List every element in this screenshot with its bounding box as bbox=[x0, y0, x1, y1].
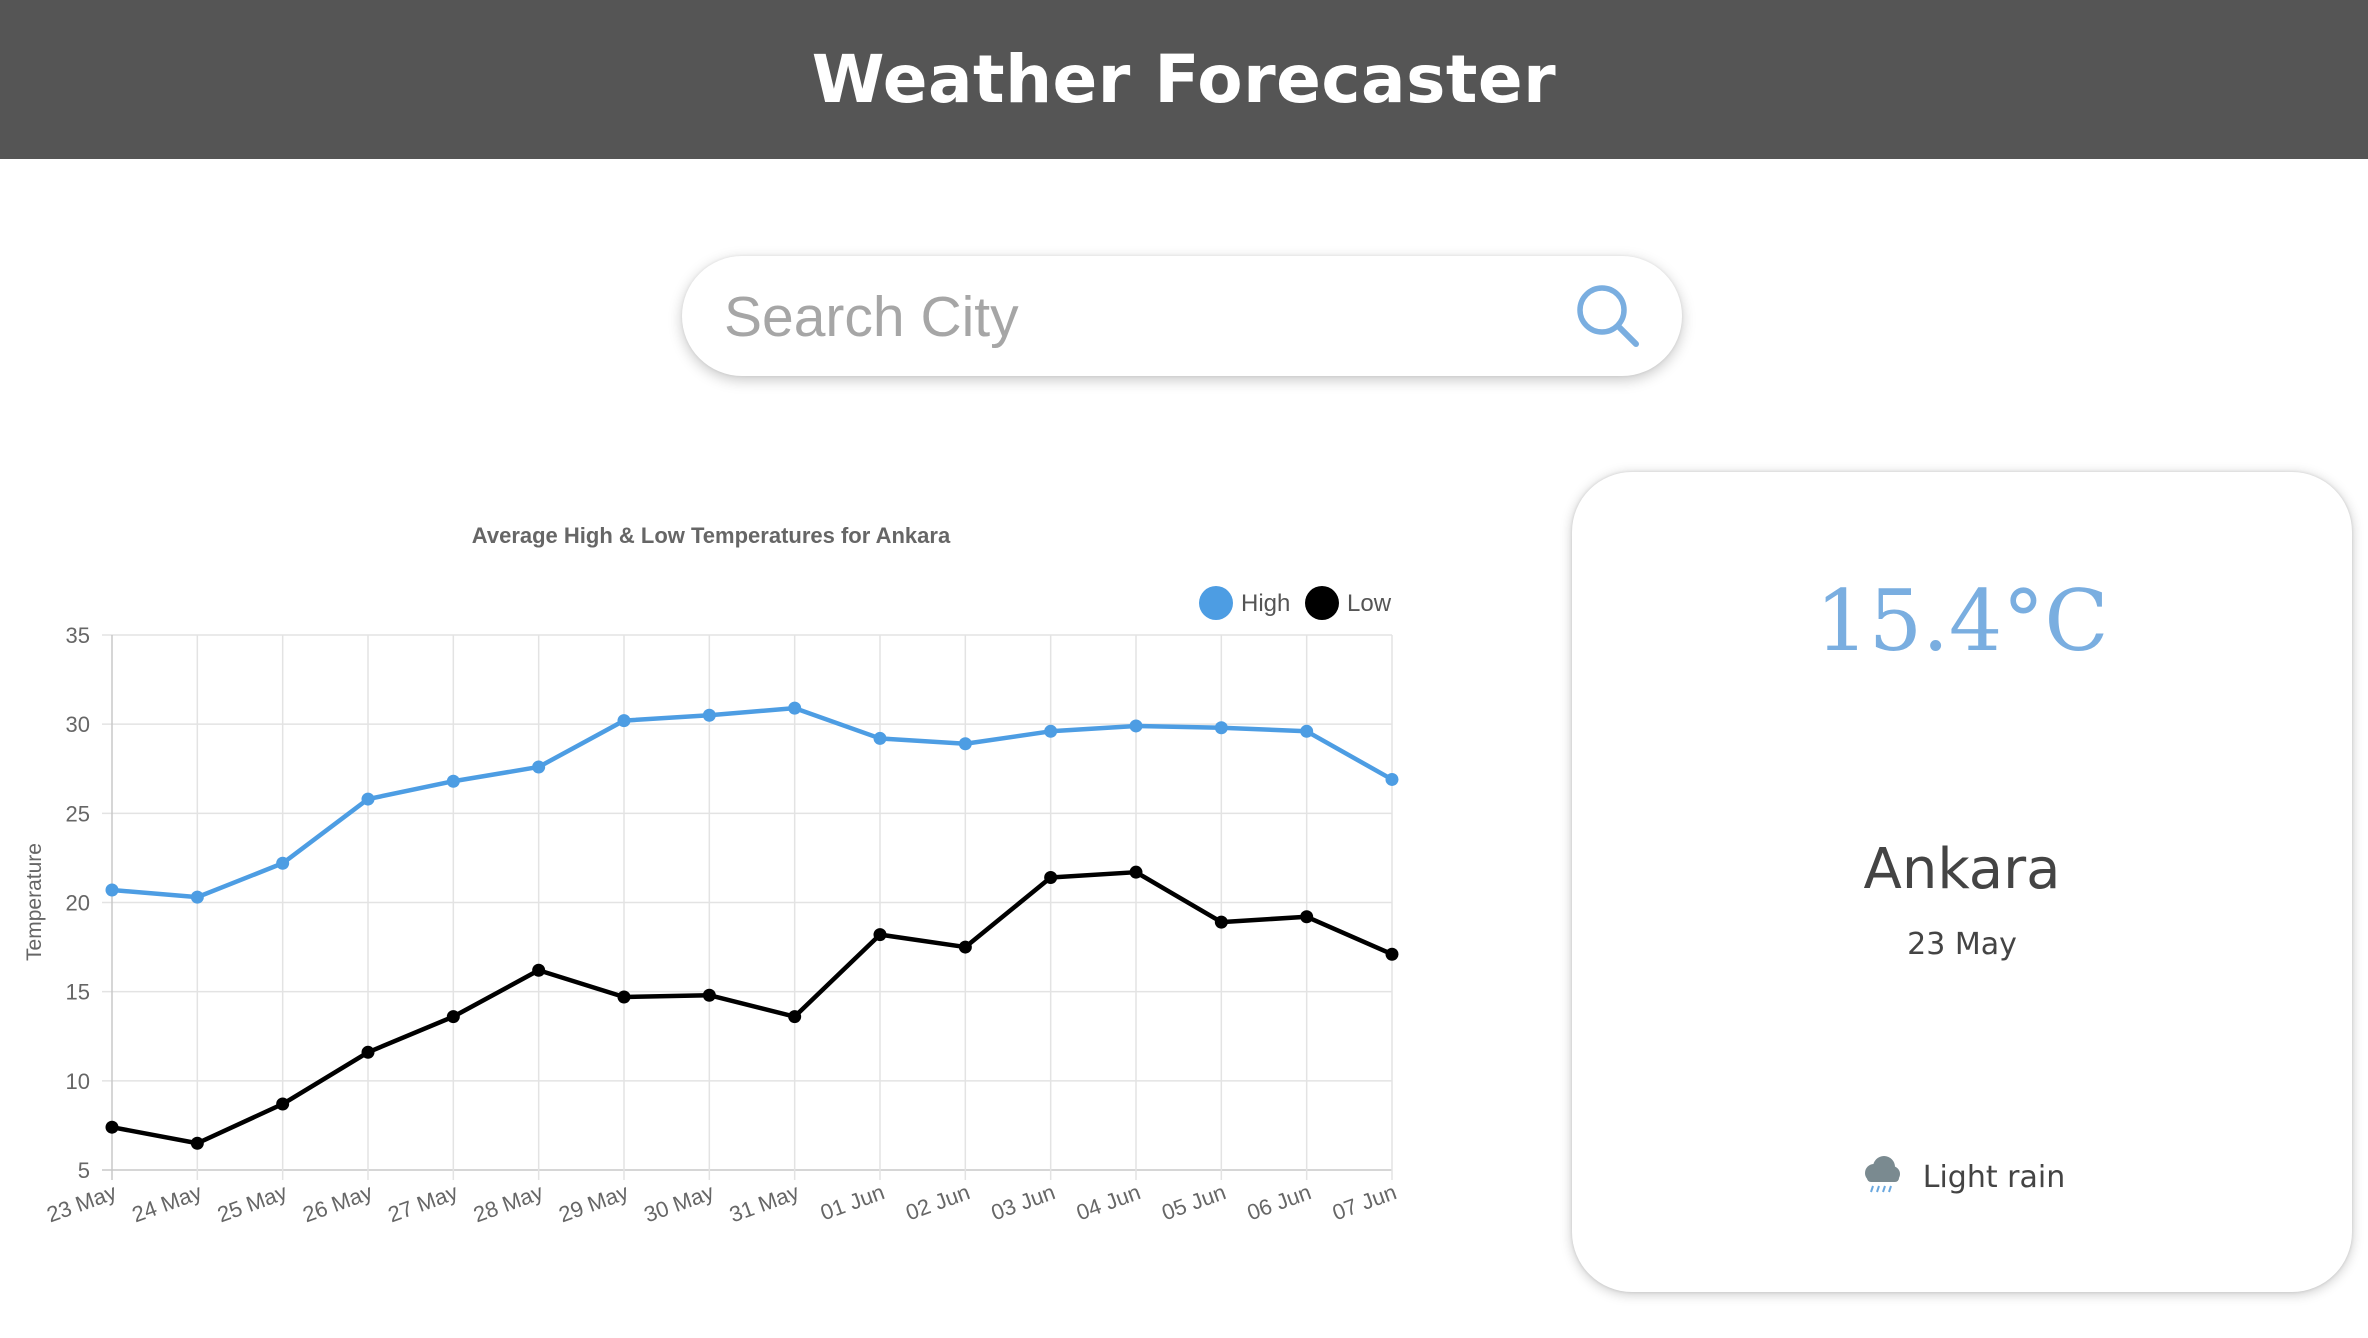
data-point-low bbox=[105, 1120, 119, 1134]
search-bar bbox=[682, 256, 1682, 376]
data-point-low bbox=[276, 1097, 290, 1111]
legend-item-low[interactable]: Low bbox=[1305, 586, 1392, 620]
rain-cloud-icon bbox=[1859, 1152, 1905, 1203]
data-point-high bbox=[617, 714, 631, 728]
y-axis-label: Temperature bbox=[23, 843, 46, 961]
data-point-high bbox=[190, 890, 204, 904]
city-name: Ankara bbox=[1863, 837, 2061, 902]
search-icon[interactable] bbox=[1572, 280, 1648, 356]
chart-grid bbox=[102, 634, 1393, 1180]
weather-condition: Light rain bbox=[1572, 1152, 2352, 1203]
x-axis-ticks: 23 May 24 May 25 May 26 May 27 May 28 May 29 M… bbox=[43, 1179, 1399, 1227]
y-tick-label: 15 bbox=[66, 980, 90, 1005]
data-point-low bbox=[1214, 915, 1228, 929]
legend-swatch bbox=[1305, 586, 1339, 620]
chart-legend[interactable]: High Low bbox=[1199, 586, 1392, 620]
app-header: Weather Forecaster bbox=[0, 0, 2368, 159]
legend-label: High bbox=[1241, 590, 1290, 617]
data-point-low bbox=[446, 1010, 460, 1024]
legend-item-high[interactable]: High bbox=[1199, 586, 1290, 620]
x-tick-label: 05 Jun bbox=[1158, 1179, 1229, 1225]
data-point-high bbox=[1129, 719, 1143, 733]
legend-label: Low bbox=[1347, 590, 1392, 617]
legend-swatch bbox=[1199, 586, 1233, 620]
forecast-date: 23 May bbox=[1907, 927, 2017, 962]
page-title: Weather Forecaster bbox=[811, 41, 1557, 118]
data-point-low bbox=[873, 928, 887, 942]
y-tick-label: 30 bbox=[66, 712, 90, 737]
x-tick-label: 27 May bbox=[385, 1179, 461, 1227]
series-line-high bbox=[111, 705, 1394, 900]
chart-title: Average High & Low Temperatures for Anka… bbox=[472, 523, 951, 548]
data-point-low bbox=[532, 963, 546, 977]
data-point-high bbox=[873, 731, 887, 745]
current-weather-card: 15.4°C Ankara 23 May Light rain bbox=[1572, 472, 2352, 1292]
x-tick-label: 29 May bbox=[555, 1179, 631, 1227]
temperature-chart-svg: Average High & Low Temperatures for Anka… bbox=[23, 523, 1400, 1227]
x-tick-label: 24 May bbox=[129, 1179, 205, 1227]
x-tick-label: 06 Jun bbox=[1244, 1179, 1315, 1225]
y-axis-ticks: 5 10 15 20 25 30 35 bbox=[66, 623, 90, 1183]
x-tick-label: 03 Jun bbox=[988, 1179, 1059, 1225]
data-point-low bbox=[361, 1045, 375, 1059]
y-tick-label: 10 bbox=[66, 1069, 90, 1094]
data-point-low bbox=[1300, 910, 1314, 924]
y-tick-label: 20 bbox=[66, 891, 90, 916]
y-tick-label: 25 bbox=[66, 801, 90, 826]
y-tick-label: 5 bbox=[78, 1158, 90, 1183]
data-point-low bbox=[702, 988, 716, 1002]
x-tick-label: 02 Jun bbox=[902, 1179, 973, 1225]
x-tick-label: 01 Jun bbox=[817, 1179, 888, 1225]
x-tick-label: 07 Jun bbox=[1329, 1179, 1400, 1225]
data-point-high bbox=[788, 701, 802, 715]
condition-text: Light rain bbox=[1922, 1160, 2066, 1195]
search-input[interactable] bbox=[722, 274, 1546, 360]
data-point-high bbox=[1385, 772, 1399, 786]
data-point-high bbox=[702, 708, 716, 722]
data-point-low bbox=[1044, 871, 1058, 885]
data-point-low bbox=[190, 1136, 204, 1150]
data-point-low bbox=[788, 1010, 802, 1024]
data-point-high bbox=[1044, 724, 1058, 738]
x-tick-label: 28 May bbox=[470, 1179, 546, 1227]
x-tick-label: 23 May bbox=[43, 1179, 119, 1227]
data-point-high bbox=[1300, 724, 1314, 738]
y-tick-label: 35 bbox=[66, 623, 90, 648]
data-point-high bbox=[532, 760, 546, 774]
x-tick-label: 25 May bbox=[214, 1179, 290, 1227]
data-point-high bbox=[361, 792, 375, 806]
data-point-low bbox=[1385, 947, 1399, 961]
temperature-chart: Average High & Low Temperatures for Anka… bbox=[0, 500, 1440, 1300]
data-point-low bbox=[958, 940, 972, 954]
data-point-high bbox=[276, 856, 290, 870]
chart-series bbox=[105, 701, 1399, 1150]
data-point-high bbox=[105, 883, 119, 897]
x-tick-label: 31 May bbox=[726, 1179, 802, 1227]
data-point-high bbox=[1214, 721, 1228, 735]
data-point-high bbox=[446, 774, 460, 788]
x-tick-label: 04 Jun bbox=[1073, 1179, 1144, 1225]
data-point-low bbox=[617, 990, 631, 1004]
data-point-high bbox=[958, 737, 972, 751]
current-temperature: 15.4°C bbox=[1815, 572, 2109, 670]
x-tick-label: 26 May bbox=[299, 1179, 375, 1227]
x-tick-label: 30 May bbox=[641, 1179, 717, 1227]
series-line-low bbox=[111, 869, 1393, 1146]
data-point-low bbox=[1129, 865, 1143, 879]
